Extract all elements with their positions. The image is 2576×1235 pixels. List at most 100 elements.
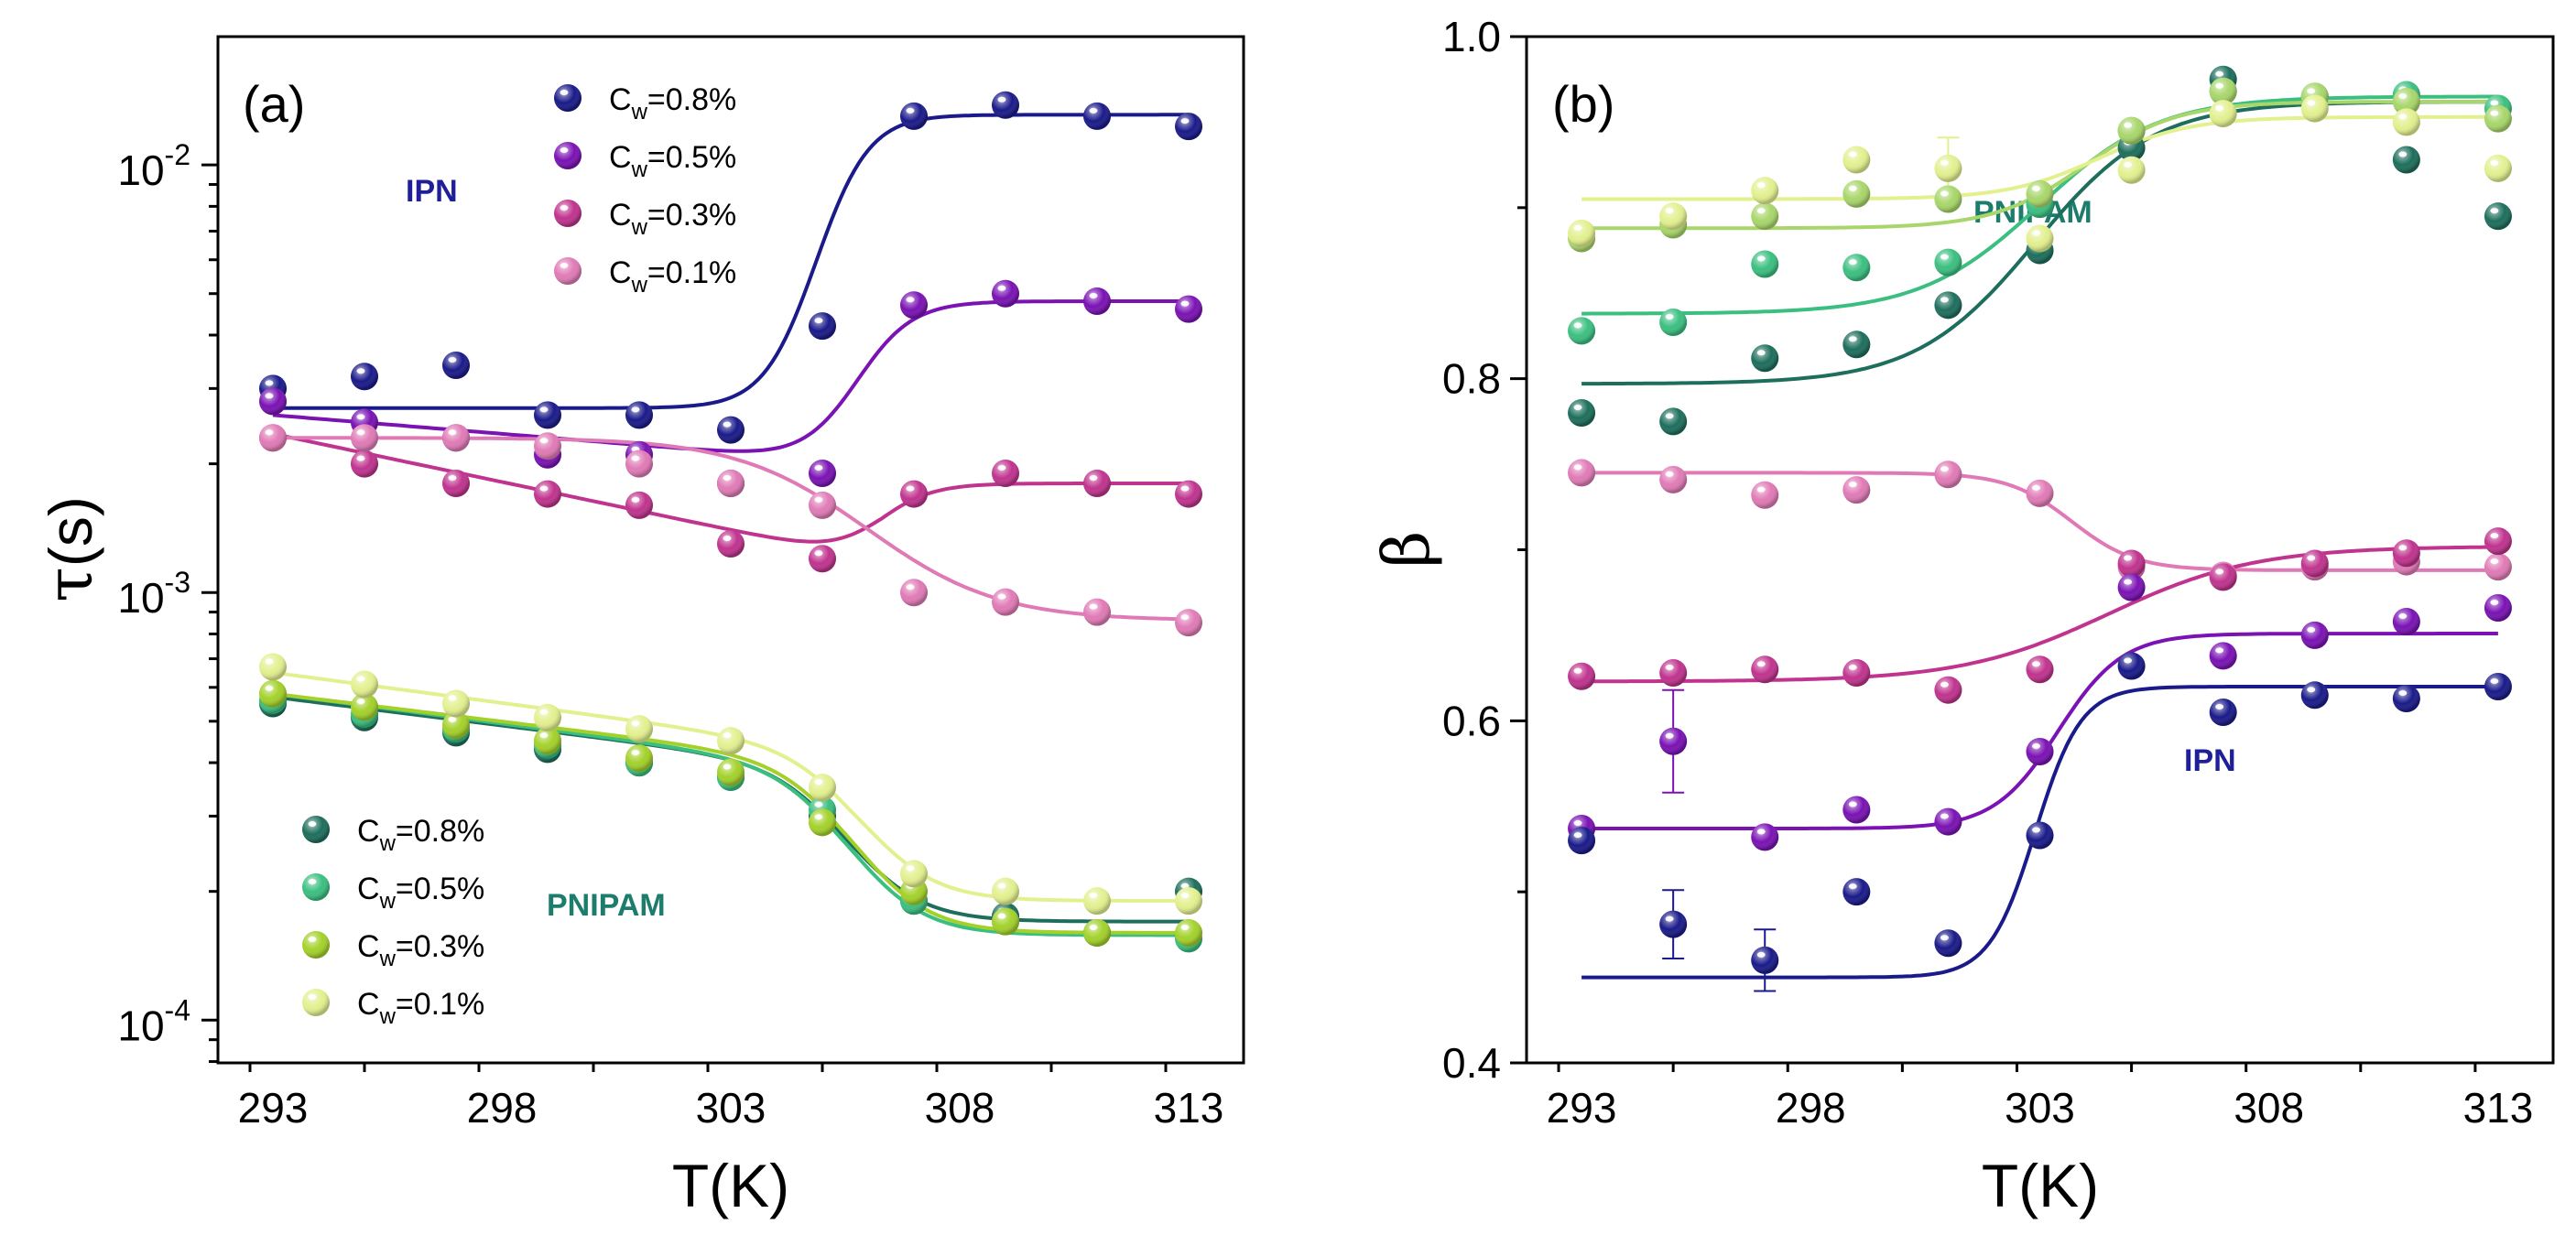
panel-a-point [1175,295,1202,323]
panel-a-point [1083,102,1111,130]
legend-marker [302,989,330,1016]
legend-marker [554,84,582,112]
panel-b-point [1568,827,1596,855]
panel-a-point [1175,113,1202,141]
panel-b-point [2484,104,2512,133]
panel-b-point [1751,250,1779,278]
panel-a-point [900,102,928,130]
panel-a-point [1083,598,1111,626]
panel-b-point [2117,652,2146,680]
legend-label: Cw=0.1% [357,987,484,1029]
panel-b-x-tick-labels: 293 298 303 308 313 [1547,1084,2534,1132]
panel-a-point [1083,918,1111,947]
panel-b-point [1659,202,1688,231]
panel-a-point [992,460,1019,488]
panel-a-fit-curve-6 [272,691,1189,935]
panel-b-point [1751,655,1779,684]
panel-b-y-tick-label: 1.0 [1442,13,1501,60]
legend-entry: Cw=0.8% [554,82,736,125]
panel-a-point [534,727,561,755]
panel-b-point [2300,681,2329,710]
panel-a-point [992,279,1019,308]
panel-b-point [1751,202,1779,231]
panel-a-point [442,710,470,739]
panel-a-y-tick-label: 10-3 [117,566,190,622]
panel-b-point [1934,291,1962,320]
panel-b-point [2117,549,2146,578]
panel-b-point [1751,946,1779,974]
panel-b-x-tick-label: 298 [1776,1084,1846,1132]
legend-entry: Cw=0.5% [554,140,736,182]
panel-b-point [2117,116,2146,145]
panel-a-legend-ipn: Cw=0.8% Cw=0.5% Cw=0.3% Cw=0.1% [554,82,736,298]
panel-a-point [442,351,470,379]
panel-b-point [1934,807,1962,836]
panel-b-point [1659,910,1688,938]
panel-b-point [2392,146,2420,174]
panel-b-point [2300,549,2329,578]
panel-b-x-tick-label: 293 [1547,1084,1617,1132]
panel-a-point [534,480,561,508]
panel-b-point [1751,177,1779,205]
panel-a-point [534,432,561,460]
panel-b-data-points [1568,65,2512,974]
panel-b-y-axis-label: β [1369,531,1444,568]
panel-b-x-tick-label: 308 [2234,1084,2304,1132]
panel-b-point [1659,659,1688,688]
panel-b-point [2209,100,2237,128]
panel-a-point [625,401,653,429]
legend-marker [302,931,330,959]
panel-b-point [1568,317,1596,345]
panel-a-x-tick-labels: 293 298 303 308 313 [238,1084,1224,1132]
panel-b-x-tick-label: 303 [2005,1084,2075,1132]
panel-b-point [2026,179,2054,208]
panel-a-point [625,450,653,478]
legend-entry: Cw=0.8% [302,814,484,856]
panel-b-point [1751,481,1779,509]
panel-a-data-points [259,91,1202,953]
panel-b-point [1659,727,1688,755]
panel-a-point [717,469,745,497]
panel-a-fit-curve-2 [272,431,1189,544]
panel-b-point [1568,459,1596,487]
panel-b-label: (b) [1552,75,1614,133]
panel-b-point [1842,179,1871,208]
panel-a-x-tick-label: 313 [1154,1084,1224,1132]
panel-a-point [809,491,836,519]
panel-a-point [625,744,653,773]
panel-a-y-tick-labels: 10-4 10-3 10-2 [117,138,190,1049]
legend-label: Cw=0.5% [609,140,736,182]
panel-b-y-tick-labels: 0.4 0.6 0.8 1.0 [1442,13,1501,1087]
panel-b-x-axis-label: T(K) [1982,1152,2099,1219]
panel-b-point [2117,156,2146,184]
legend-entry: Cw=0.3% [554,198,736,240]
panel-a-point [534,703,561,731]
legend-label: Cw=0.8% [357,814,484,856]
panel-a-fit-curve-0 [273,113,1189,410]
panel-b-point [2209,642,2237,670]
panel-a-point [809,808,836,837]
legend-entry: Cw=0.1% [554,255,736,298]
panel-a-fit-curve-1 [272,299,1189,453]
panel-a-point [351,363,378,391]
panel-a-point [1083,469,1111,497]
panel-b-point [1934,248,1962,276]
legend-label: Cw=0.5% [357,872,484,914]
panel-a-point [442,689,470,718]
legend-entry: Cw=0.5% [302,872,484,914]
panel-b-point [2300,94,2329,123]
panel-b-point [2484,154,2512,182]
panel-b-point [1842,476,1871,504]
panel-b-point [1568,662,1596,690]
panel-a-point [1083,887,1111,915]
panel-b-point [2392,108,2420,136]
panel-b-point [2484,553,2512,581]
panel-b-point [1934,676,1962,704]
legend-marker [302,873,330,901]
panel-a-point [809,312,836,341]
panel-a-point [1175,887,1202,915]
panel-b-error-bars [1662,136,1960,992]
panel-a-x-axis-label: T(K) [672,1152,789,1219]
legend-label: Cw=0.3% [357,929,484,971]
panel-b-point [2300,621,2329,649]
